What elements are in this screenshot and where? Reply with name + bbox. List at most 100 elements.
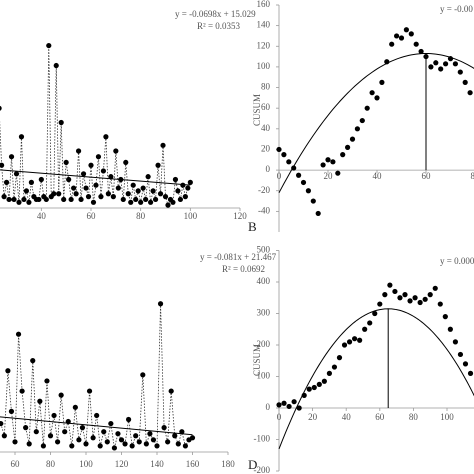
point: [165, 202, 171, 208]
point: [433, 60, 439, 66]
point: [3, 179, 10, 185]
x-tick-label: 20: [308, 412, 318, 422]
point: [43, 196, 49, 203]
point: [382, 292, 388, 298]
fit-curve: [278, 308, 474, 450]
point: [33, 429, 39, 435]
y-tick-label: 160: [257, 0, 271, 9]
x-tick-label: 100: [440, 412, 454, 422]
point: [467, 370, 474, 376]
point: [11, 196, 17, 203]
point: [8, 408, 15, 414]
point: [94, 412, 100, 419]
point: [23, 188, 30, 194]
point: [51, 412, 57, 419]
point: [145, 174, 151, 180]
point: [417, 299, 423, 306]
point: [129, 443, 135, 449]
point: [83, 441, 89, 447]
point: [310, 198, 316, 204]
point: [305, 188, 311, 194]
point: [103, 134, 109, 140]
point: [128, 199, 134, 205]
point: [467, 90, 473, 96]
point: [140, 372, 146, 378]
point: [162, 194, 169, 200]
x-tick-label: 80: [46, 459, 56, 469]
point: [133, 196, 139, 203]
y-tick-label: 80: [261, 82, 271, 92]
y-tick-label: 120: [257, 40, 271, 50]
point: [110, 194, 116, 200]
x-tick-label: 180: [221, 459, 235, 469]
point: [85, 194, 92, 200]
point: [62, 429, 68, 435]
x-tick-label: 80: [471, 171, 474, 181]
point: [101, 429, 107, 435]
point: [152, 196, 159, 203]
point: [133, 433, 139, 439]
point: [95, 154, 102, 160]
point: [147, 431, 153, 437]
point: [19, 388, 25, 394]
point: [422, 296, 428, 302]
y-tick-label: 0: [266, 402, 271, 412]
point: [157, 191, 164, 197]
point: [23, 425, 29, 431]
point: [392, 288, 398, 295]
point: [0, 420, 4, 427]
point: [325, 157, 331, 163]
point: [75, 148, 82, 154]
point: [108, 174, 114, 180]
point: [80, 171, 87, 177]
point: [136, 439, 142, 445]
point: [276, 402, 282, 408]
x-tick-label: 20: [324, 171, 334, 181]
point: [5, 368, 11, 374]
point: [126, 416, 132, 423]
point: [28, 179, 34, 185]
x-tick-label: 80: [136, 211, 146, 221]
point: [83, 185, 89, 191]
point: [364, 105, 370, 111]
point: [154, 443, 160, 449]
point: [177, 196, 183, 203]
point: [331, 364, 338, 370]
point: [90, 435, 96, 441]
point: [346, 339, 353, 345]
point: [172, 176, 179, 183]
point: [113, 148, 119, 154]
point: [76, 437, 82, 443]
point: [372, 310, 378, 317]
point: [359, 117, 365, 124]
point: [125, 191, 131, 197]
point: [1, 433, 7, 439]
point: [377, 301, 383, 307]
point: [138, 199, 144, 205]
point: [179, 429, 185, 435]
point: [105, 191, 111, 197]
point: [180, 182, 186, 188]
point: [457, 351, 464, 358]
point: [286, 403, 292, 410]
point: [175, 441, 181, 447]
equation: y = -0.00: [440, 4, 473, 14]
point: [182, 194, 188, 200]
y-tick-label: -20: [258, 185, 270, 195]
point: [182, 443, 188, 449]
point: [122, 441, 128, 447]
point: [143, 196, 149, 203]
y-tick-label: 200: [257, 339, 271, 349]
point: [111, 445, 117, 451]
equation: y = 0.0003: [440, 256, 474, 266]
point: [68, 196, 74, 203]
point: [402, 292, 408, 298]
point: [374, 95, 380, 101]
point: [345, 144, 351, 150]
point: [61, 196, 67, 203]
point: [108, 420, 114, 427]
point: [281, 152, 287, 158]
r-squared: R² = 0.0353: [197, 21, 241, 31]
point: [412, 295, 418, 301]
